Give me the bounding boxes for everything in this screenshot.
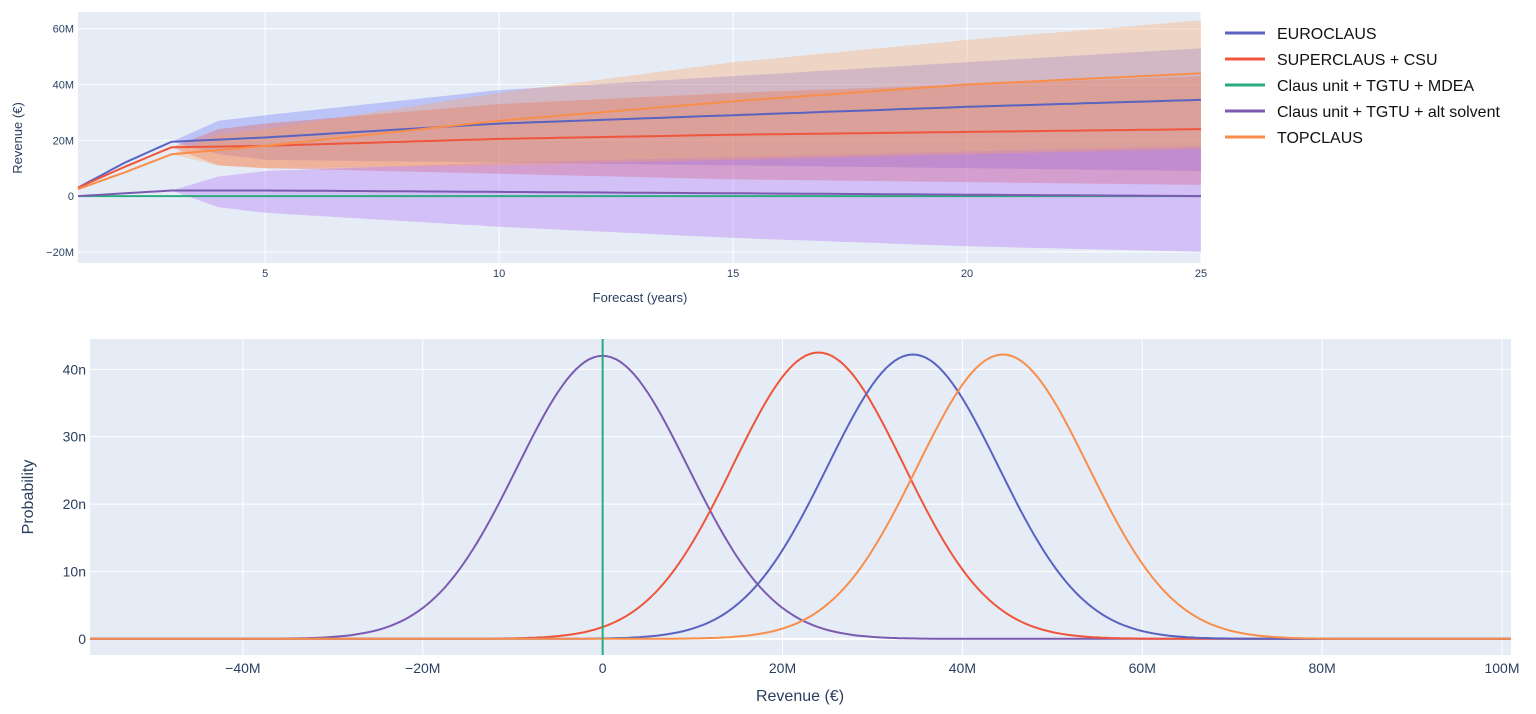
forecast-y-tick-label: 60M — [53, 24, 74, 36]
legend-label: Claus unit + TGTU + alt solvent — [1277, 104, 1500, 121]
legend-label: Claus unit + TGTU + MDEA — [1277, 78, 1474, 95]
legend-item-claus-unit-tgtu-alt-solvent[interactable]: Claus unit + TGTU + alt solvent — [1225, 104, 1500, 121]
forecast-x-tick-label: 25 — [1195, 268, 1207, 280]
distribution-x-tick-label: 0 — [599, 660, 607, 676]
legend-label: SUPERCLAUS + CSU — [1277, 52, 1438, 69]
distribution-x-ticks: −40M −20M 0 20M 40M 60M 80M 100M — [225, 660, 1519, 676]
distribution-x-tick-label: 20M — [769, 660, 796, 676]
legend-item-euroclaus[interactable]: EUROCLAUS — [1225, 26, 1377, 43]
forecast-y-tick-label: 0 — [68, 191, 74, 203]
forecast-y-ticks: −20M 0 20M 40M 60M — [46, 24, 74, 259]
line-claus-unit-tgtu-alt-solvent — [77, 189, 1202, 198]
forecast-y-axis-label: Revenue (€) — [10, 102, 25, 174]
band-claus-unit-tgtu-alt-solvent — [78, 145, 1201, 252]
distribution-y-tick-label: 10n — [63, 563, 86, 579]
band-topclaus — [78, 20, 1201, 190]
legend: EUROCLAUS SUPERCLAUS + CSU Claus unit + TG… — [1225, 26, 1500, 147]
forecast-lines — [77, 72, 1202, 198]
forecast-x-tick-label: 10 — [493, 268, 505, 280]
forecast-y-tick-label: 20M — [53, 135, 74, 147]
forecast-x-tick-label: 5 — [262, 268, 268, 280]
legend-item-topclaus[interactable]: TOPCLAUS — [1225, 130, 1363, 147]
distribution-x-tick-label: 80M — [1309, 660, 1336, 676]
forecast-x-ticks: 5 10 15 20 25 — [262, 268, 1207, 280]
line-topclaus — [77, 72, 1202, 191]
distribution-x-tick-label: −20M — [405, 660, 440, 676]
distribution-y-tick-label: 0 — [78, 631, 86, 647]
distribution-y-tick-label: 20n — [63, 496, 86, 512]
distribution-plot-area — [90, 339, 1511, 655]
band-superclaus-csu — [78, 76, 1201, 188]
forecast-chart: 5 10 15 20 25 −20M 0 20M 40M 60M Forecast (years… — [10, 12, 1207, 305]
forecast-y-tick-label: 40M — [53, 80, 74, 92]
distribution-y-tick-label: 40n — [63, 361, 86, 377]
legend-item-superclaus-csu[interactable]: SUPERCLAUS + CSU — [1225, 52, 1438, 69]
curve-topclaus — [90, 353, 1511, 640]
distribution-x-tick-label: 40M — [949, 660, 976, 676]
legend-item-claus-unit-tgtu-mdea[interactable]: Claus unit + TGTU + MDEA — [1225, 78, 1474, 95]
legend-label: TOPCLAUS — [1277, 130, 1363, 147]
distribution-x-tick-label: 60M — [1129, 660, 1156, 676]
forecast-x-tick-label: 20 — [961, 268, 973, 280]
forecast-x-axis-label: Forecast (years) — [593, 290, 688, 305]
forecast-y-tick-label: −20M — [46, 247, 74, 259]
distribution-lines — [90, 339, 1511, 655]
legend-label: EUROCLAUS — [1277, 26, 1377, 43]
forecast-x-tick-label: 15 — [727, 268, 739, 280]
distribution-x-axis-label: Revenue (€) — [756, 688, 844, 705]
distribution-y-tick-label: 30n — [63, 429, 86, 445]
distribution-y-axis-label: Probability — [20, 460, 37, 535]
distribution-y-ticks: 0 10n 20n 30n 40n — [63, 361, 87, 647]
distribution-chart: −40M −20M 0 20M 40M 60M 80M 100M 010n20n30n40n … — [20, 339, 1520, 705]
line-euroclaus — [77, 98, 1202, 189]
distribution-x-tick-label: 100M — [1484, 660, 1519, 676]
distribution-x-tick-label: −40M — [225, 660, 260, 676]
